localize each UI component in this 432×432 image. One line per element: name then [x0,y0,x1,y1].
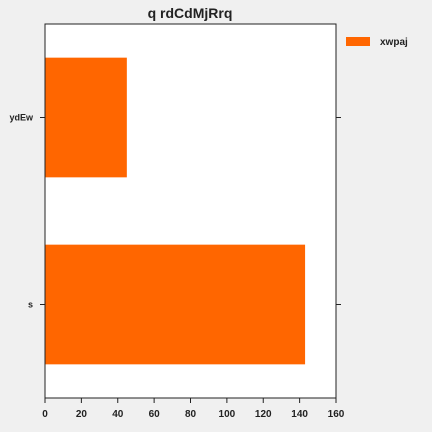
y-tick-label-ydew: ydEw [9,113,34,123]
x-tick-label: 80 [185,409,197,420]
legend-label-xwpaj: xwpaj [380,37,408,48]
chart-title: q rdCdMjRrq [148,5,233,21]
x-tick-label: 140 [291,409,308,420]
x-tick-label: 0 [42,409,48,420]
bar-s [45,244,306,365]
x-tick-label: 100 [219,409,236,420]
x-tick-label: 60 [149,409,161,420]
x-tick-label: 160 [328,409,345,420]
bar-ydew [45,57,127,178]
x-tick-label: 40 [112,409,124,420]
legend: xwpaj [346,37,408,48]
legend-swatch-xwpaj [346,37,370,46]
x-tick-label: 20 [76,409,88,420]
x-tick-label: 120 [255,409,272,420]
y-tick-label-s: s [28,300,33,310]
